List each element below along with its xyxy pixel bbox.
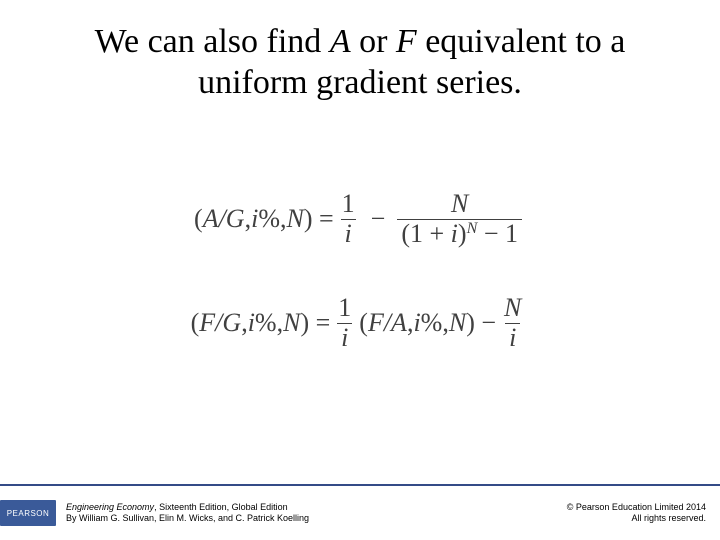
eq2-mid-i: i	[413, 308, 420, 338]
eq1-frac2-den-close-paren: )	[458, 219, 467, 248]
eq1-frac2: N (1 + i)N − 1	[397, 190, 522, 248]
eq2-frac1: 1 i	[334, 294, 355, 352]
eq2-mid-pct: %	[421, 308, 443, 338]
eq1-lhs-close: ) =	[304, 204, 334, 234]
eq2-mid-n: N	[449, 308, 466, 338]
eq1-frac2-den-open: (1 +	[401, 219, 450, 248]
eq1-frac2-den-i: i	[451, 219, 458, 248]
eq1-frac1-num: 1	[338, 190, 359, 219]
equations-block: (A/G, i%, N) = 1 i − N (1 + i)N − 1 (F/G…	[40, 190, 680, 352]
title-pre: We can also find	[95, 23, 330, 60]
footer-left: PEARSON Engineering Economy, Sixteenth E…	[0, 500, 309, 526]
book-line1: Engineering Economy, Sixteenth Edition, …	[66, 502, 309, 513]
eq2-mid-ratio: F/A	[368, 308, 407, 338]
copyright: © Pearson Education Limited 2014 All rig…	[567, 502, 706, 525]
eq2-frac2-num: N	[500, 294, 525, 323]
eq2-lhs-pct: %	[255, 308, 277, 338]
eq2-mid-close: ) −	[466, 308, 496, 338]
pearson-logo: PEARSON	[0, 500, 56, 526]
eq1-minus: −	[363, 204, 394, 234]
eq1-lhs-n: N	[286, 204, 303, 234]
eq2-frac2-den: i	[505, 323, 520, 353]
book-edition: , Sixteenth Edition, Global Edition	[154, 502, 288, 512]
equation-ag: (A/G, i%, N) = 1 i − N (1 + i)N − 1	[194, 190, 526, 248]
eq2-lhs-i: i	[248, 308, 255, 338]
eq2-frac1-den: i	[337, 323, 352, 353]
book-title: Engineering Economy	[66, 502, 154, 512]
eq2-mid-open: (	[359, 308, 368, 338]
eq1-lhs-pct: %	[258, 204, 280, 234]
eq1-frac2-den-tail: − 1	[477, 219, 518, 248]
eq2-lhs-close: ) =	[300, 308, 330, 338]
copyright-line2: All rights reserved.	[567, 513, 706, 524]
footer: PEARSON Engineering Economy, Sixteenth E…	[0, 484, 720, 540]
eq2-lhs-n: N	[283, 308, 300, 338]
eq2-frac2: N i	[500, 294, 525, 352]
page-title: We can also find A or F equivalent to a …	[40, 22, 680, 104]
eq1-frac2-num: N	[447, 190, 472, 219]
eq1-frac1-den: i	[341, 219, 356, 249]
title-var-f: F	[396, 23, 417, 60]
eq2-frac1-num: 1	[334, 294, 355, 323]
eq1-lhs-open: (	[194, 204, 203, 234]
eq1-frac1: 1 i	[338, 190, 359, 248]
eq2-lhs-open: (	[191, 308, 200, 338]
copyright-line1: © Pearson Education Limited 2014	[567, 502, 706, 513]
eq1-frac2-den: (1 + i)N − 1	[397, 219, 522, 249]
eq1-lhs-ratio: A/G	[203, 204, 245, 234]
equation-fg: (F/G, i%, N) = 1 i (F/A, i%, N) − N i	[191, 294, 530, 352]
eq2-lhs-ratio: F/G	[199, 308, 241, 338]
book-authors: By William G. Sullivan, Elin M. Wicks, a…	[66, 513, 309, 524]
title-mid1: or	[351, 23, 396, 60]
eq1-frac2-den-exp: N	[467, 220, 478, 237]
title-var-a: A	[330, 23, 351, 60]
eq1-lhs-i: i	[251, 204, 258, 234]
book-credit: Engineering Economy, Sixteenth Edition, …	[66, 502, 309, 525]
